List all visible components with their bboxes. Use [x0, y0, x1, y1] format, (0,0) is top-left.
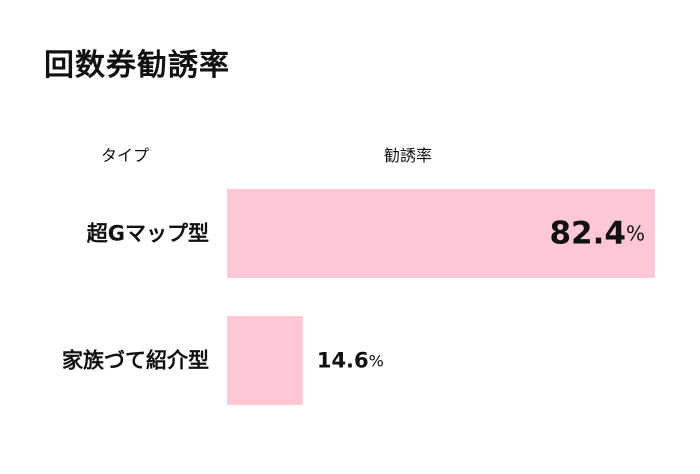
type-column-header: タイプ [101, 146, 150, 165]
bar-0 [227, 189, 655, 278]
chart-title: 回数券勧誘率 [44, 48, 230, 83]
value-label-1: 14.6% [317, 349, 384, 373]
category-label-0: 超Gマップ型 [87, 222, 209, 246]
rate-column-header: 勧誘率 [384, 146, 433, 165]
bar-1 [227, 316, 303, 405]
value-label-0: 82.4% [549, 216, 645, 252]
category-label-1: 家族づて紹介型 [62, 349, 209, 373]
